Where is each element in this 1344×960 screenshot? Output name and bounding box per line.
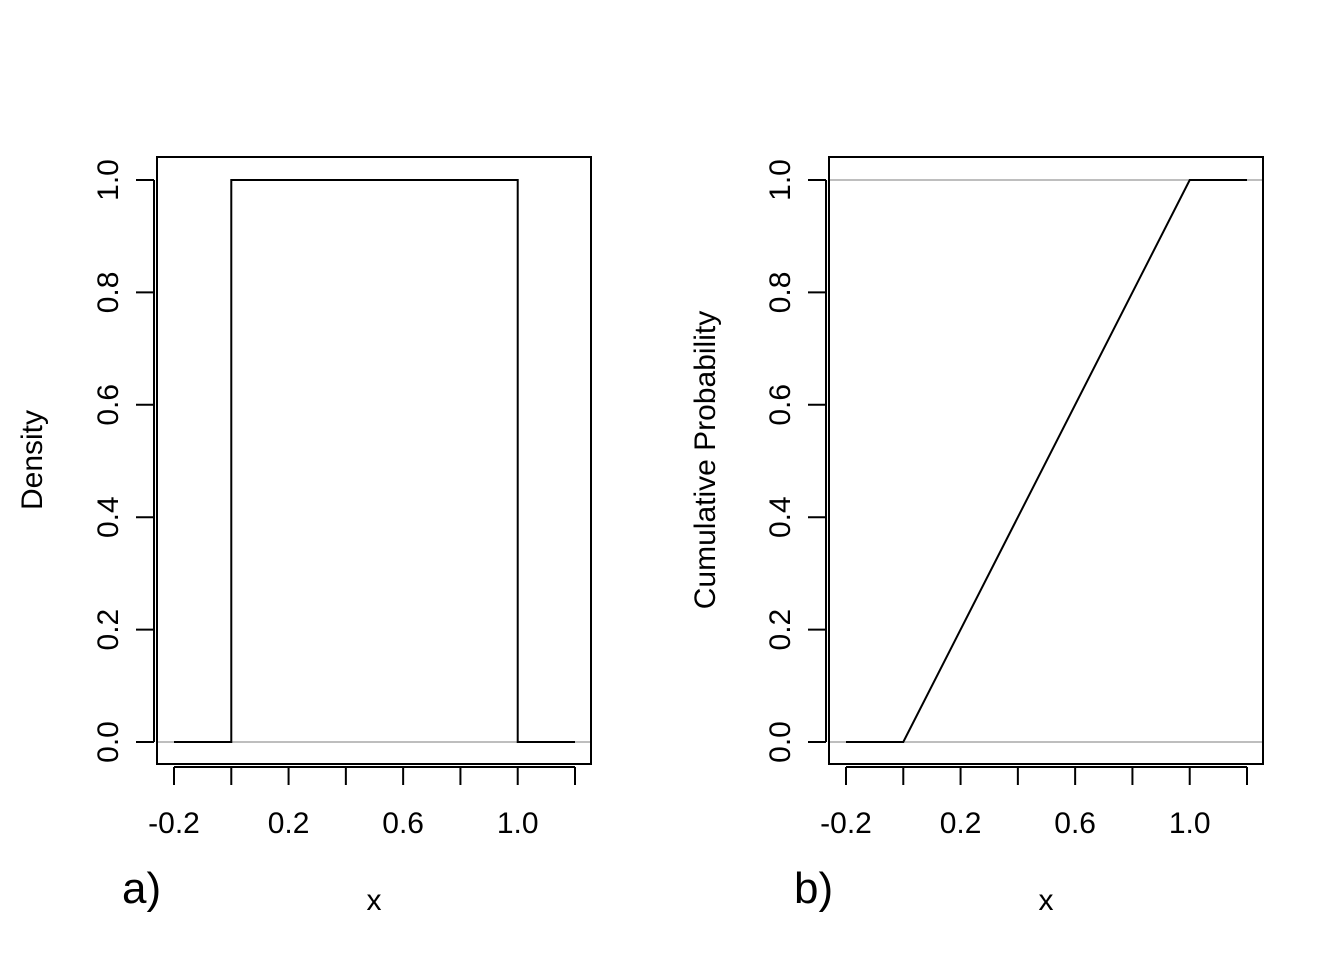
- x-axis-title: x: [1039, 884, 1054, 917]
- y-tick-label: 0.2: [92, 609, 125, 651]
- y-tick-label: 0.8: [764, 272, 797, 314]
- y-tick-label: 0.2: [764, 609, 797, 651]
- panel-label: b): [794, 864, 833, 913]
- y-tick-label: 0.0: [764, 721, 797, 763]
- x-tick-label: 1.0: [1169, 807, 1211, 840]
- plot-frame: [828, 156, 1264, 765]
- y-axis-title: Cumulative Probability: [689, 311, 722, 609]
- x-axis: -0.2 0.2 0.6 1.0: [820, 766, 1248, 840]
- y-tick-label: 0.4: [92, 496, 125, 538]
- chart-panel-2: -0.2 0.2 0.6 1.0 0.0 0.2 0.4 0.6 0.8 1.0 x Cumulati…: [689, 156, 1264, 917]
- y-tick-label: 0.6: [764, 384, 797, 426]
- x-axis-title: x: [367, 884, 382, 917]
- y-axis-title: Density: [16, 410, 49, 510]
- series-line-1: [846, 179, 1247, 743]
- x-tick-label: 1.0: [497, 807, 539, 840]
- x-tick-label: -0.2: [820, 807, 872, 840]
- plot-frame: [156, 156, 592, 765]
- x-tick-label: 0.6: [382, 807, 424, 840]
- y-tick-label: 0.6: [92, 384, 125, 426]
- panel-label: a): [122, 864, 161, 913]
- y-tick-label: 0.8: [92, 272, 125, 314]
- chart-panel-1: -0.2 0.2 0.6 1.0 0.0 0.2 0.4 0.6 0.8 1.0 x Density a…: [16, 156, 592, 917]
- x-axis: -0.2 0.2 0.6 1.0: [148, 766, 576, 840]
- y-tick-label: 0.0: [92, 721, 125, 763]
- y-tick-label: 1.0: [764, 159, 797, 201]
- y-tick-label: 1.0: [92, 159, 125, 201]
- x-tick-label: 0.6: [1054, 807, 1096, 840]
- y-tick-label: 0.4: [764, 496, 797, 538]
- x-tick-label: 0.2: [268, 807, 310, 840]
- x-tick-label: -0.2: [148, 807, 200, 840]
- series-line-1: [174, 179, 575, 743]
- x-tick-label: 0.2: [940, 807, 982, 840]
- y-axis: 0.0 0.2 0.4 0.6 0.8 1.0: [764, 159, 827, 763]
- y-axis: 0.0 0.2 0.4 0.6 0.8 1.0: [92, 159, 155, 763]
